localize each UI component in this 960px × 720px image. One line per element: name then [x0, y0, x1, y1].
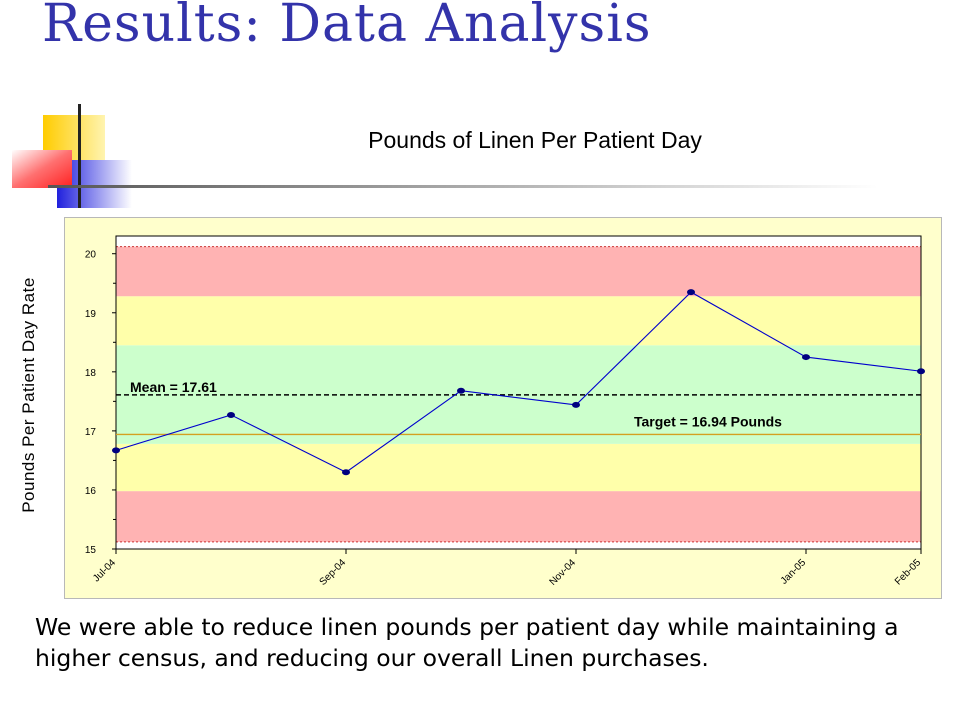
decorative-squares-icon — [12, 104, 878, 208]
zone-band-2 — [116, 443, 921, 492]
data-point — [572, 401, 580, 408]
y-tick-label: 19 — [85, 309, 97, 320]
chart-title: Pounds of Linen Per Patient Day — [368, 127, 702, 153]
zone-band-1 — [116, 491, 921, 542]
data-point — [457, 387, 465, 394]
data-point — [802, 354, 810, 361]
y-tick-label: 15 — [85, 545, 97, 556]
x-tick-label: Feb-05 — [893, 557, 923, 587]
plot-frame — [115, 235, 922, 550]
mean-label: Mean = 17.61 — [130, 379, 217, 395]
data-point — [917, 368, 925, 375]
x-tick-label: Sep-04 — [318, 557, 349, 588]
x-tick-label: Jan-05 — [779, 557, 809, 587]
caption-text: We were able to reduce linen pounds per … — [35, 613, 899, 672]
target-label: Target = 16.94 Pounds — [634, 413, 782, 429]
zone-band-4 — [116, 296, 921, 346]
y-tick-label: 18 — [85, 368, 97, 379]
y-tick-label: 16 — [85, 486, 97, 497]
slide-title: Results: Data Analysis — [42, 0, 652, 54]
data-point — [687, 289, 695, 296]
data-point — [227, 411, 235, 418]
y-tick-label: 20 — [85, 250, 97, 261]
data-point — [342, 469, 350, 476]
data-point — [112, 447, 120, 454]
series-line — [115, 291, 922, 473]
y-tick-label: 17 — [85, 427, 97, 438]
zone-band-5 — [116, 246, 921, 297]
x-tick-label: Jul-04 — [91, 557, 118, 584]
x-tick-label: Nov-04 — [548, 557, 579, 588]
